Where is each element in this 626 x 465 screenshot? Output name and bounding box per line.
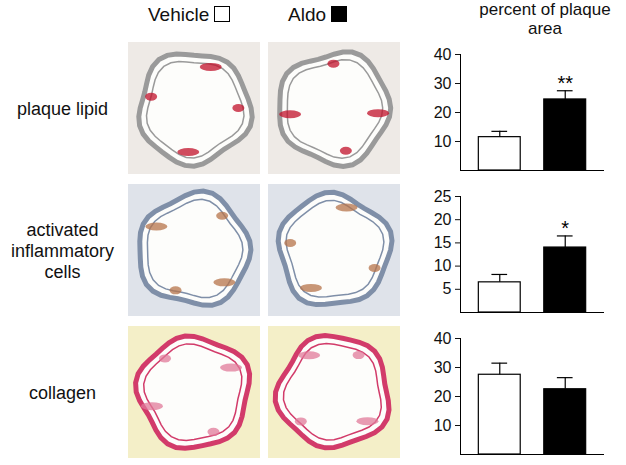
html-text:Vehicle: Vehicle	[148, 4, 210, 25]
svg-text:15: 15	[434, 234, 452, 251]
svg-text:40: 40	[434, 46, 452, 63]
svg-text:20: 20	[434, 388, 452, 405]
svg-text:5: 5	[443, 280, 452, 297]
html-text:activated inflammatory cells: activated inflammatory cells	[11, 219, 114, 282]
html-text:plaque lipid: plaque lipid	[17, 98, 108, 119]
svg-text:10: 10	[434, 133, 452, 150]
svg-text:10: 10	[434, 417, 452, 434]
svg-text:20: 20	[434, 211, 452, 228]
svg-text:**: **	[557, 72, 573, 94]
html-text:collagen: collagen	[29, 382, 96, 403]
svg-text:10: 10	[434, 257, 452, 274]
svg-text:20: 20	[434, 104, 452, 121]
svg-text:30: 30	[434, 359, 452, 376]
svg-text:40: 40	[434, 330, 452, 347]
svg-text:25: 25	[434, 188, 452, 205]
html-text:Aldo: Aldo	[288, 4, 326, 25]
svg-text:30: 30	[434, 75, 452, 92]
html-text:percent of plaque area: percent of plaque area	[479, 0, 611, 38]
svg-text:*: *	[561, 217, 569, 239]
